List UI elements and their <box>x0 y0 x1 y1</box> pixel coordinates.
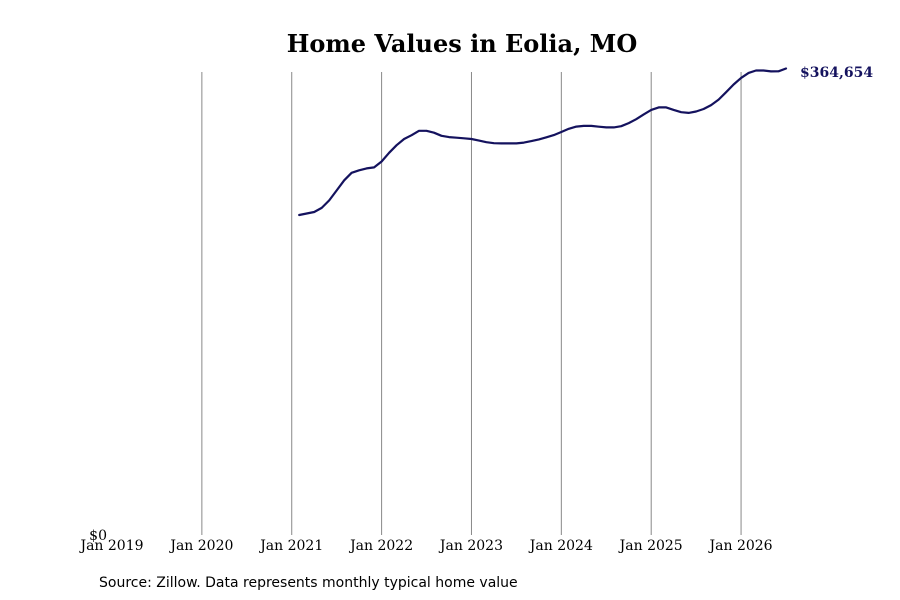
series-line <box>298 67 788 217</box>
grid-lines <box>201 72 742 535</box>
x-tick-label: Jan 2021 <box>258 538 323 554</box>
y-axis-tick-labels: $0 <box>89 528 107 544</box>
x-axis-tick-labels: Jan 2019 Jan 2020 Jan 2021 Jan 2022 Jan 2023… <box>78 538 772 554</box>
x-tick-label: Jan 2024 <box>528 538 593 554</box>
x-tick-label: Jan 2022 <box>348 538 413 554</box>
end-value-label: $364,654 <box>800 65 873 81</box>
y-tick-label: $0 <box>89 528 107 544</box>
x-tick-label: Jan 2025 <box>618 538 683 554</box>
x-tick-label: Jan 2019 <box>78 538 143 554</box>
x-tick-label: Jan 2026 <box>708 538 773 554</box>
source-note: Source: Zillow. Data represents monthly … <box>99 575 518 591</box>
series-group: $364,654 <box>298 65 873 217</box>
chart-title: Home Values in Eolia, MO <box>287 29 638 58</box>
x-tick-label: Jan 2020 <box>168 538 233 554</box>
x-tick-label: Jan 2023 <box>438 538 503 554</box>
